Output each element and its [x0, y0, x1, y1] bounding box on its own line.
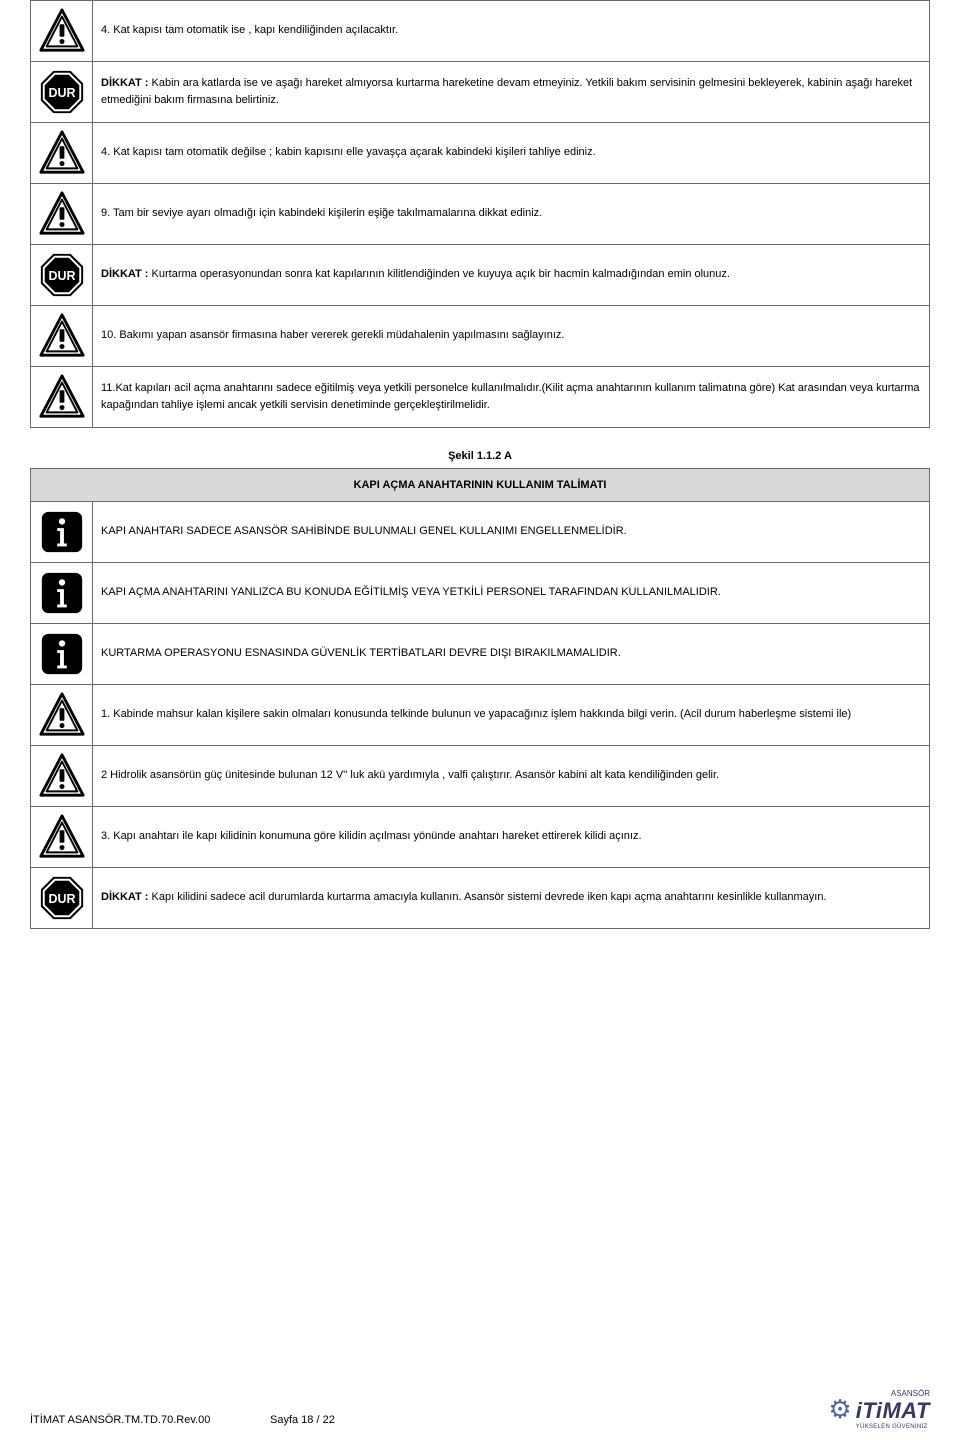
row-icon-cell — [31, 563, 93, 624]
row-icon-cell — [31, 62, 93, 123]
bold-prefix: DİKKAT : — [101, 268, 148, 280]
info-icon — [38, 508, 86, 556]
table-row: KURTARMA OPERASYONU ESNASINDA GÜVENLİK T… — [31, 624, 930, 685]
table-row: DİKKAT : Kapı kilidini sadece acil durum… — [31, 868, 930, 929]
company-logo: ⚙ ASANSÖR iTiMAT YÜKSELEN GÜVENİNİZ — [828, 1389, 930, 1430]
row-icon-cell — [31, 807, 93, 868]
row-text-cell: 10. Bakımı yapan asansör firmasına haber… — [93, 306, 930, 367]
table-row: KAPI ANAHTARI SADECE ASANSÖR SAHİBİNDE B… — [31, 502, 930, 563]
logo-main-text: iTiMAT — [856, 1398, 930, 1424]
row-text-cell: DİKKAT : Kapı kilidini sadece acil durum… — [93, 868, 930, 929]
warning-icon — [38, 190, 86, 238]
table-row: 1. Kabinde mahsur kalan kişilere sakin o… — [31, 685, 930, 746]
table-row: KAPI AÇMA ANAHTARINI YANLIZCA BU KONUDA … — [31, 563, 930, 624]
row-text-cell: 1. Kabinde mahsur kalan kişilere sakin o… — [93, 685, 930, 746]
table-row: 2 Hidrolik asansörün güç ünitesinde bulu… — [31, 746, 930, 807]
row-icon-cell — [31, 306, 93, 367]
stop-icon — [38, 874, 86, 922]
stop-icon — [38, 251, 86, 299]
stop-icon — [38, 68, 86, 116]
warning-icon — [38, 813, 86, 861]
section2-header: KAPI AÇMA ANAHTARININ KULLANIM TALİMATI — [31, 469, 930, 502]
row-text-cell: 9. Tam bir seviye ayarı olmadığı için ka… — [93, 184, 930, 245]
bold-prefix: DİKKAT : — [101, 77, 148, 89]
table-row: DİKKAT : Kabin ara katlarda ise ve aşağı… — [31, 62, 930, 123]
page-footer: İTİMAT ASANSÖR.TM.TD.70.Rev.00 Sayfa 18 … — [30, 1389, 930, 1430]
info-icon — [38, 569, 86, 617]
table-row: DİKKAT : Kurtarma operasyonundan sonra k… — [31, 245, 930, 306]
row-icon-cell — [31, 367, 93, 428]
table-row: 10. Bakımı yapan asansör firmasına haber… — [31, 306, 930, 367]
row-text-cell: 2 Hidrolik asansörün güç ünitesinde bulu… — [93, 746, 930, 807]
row-icon-cell — [31, 1, 93, 62]
warning-icon — [38, 312, 86, 360]
warning-icon — [38, 129, 86, 177]
row-text-cell: 4. Kat kapısı tam otomatik değilse ; kab… — [93, 123, 930, 184]
row-icon-cell — [31, 868, 93, 929]
row-text-cell: 11.Kat kapıları acil açma anahtarını sad… — [93, 367, 930, 428]
info-icon — [38, 630, 86, 678]
row-icon-cell — [31, 184, 93, 245]
table-row: 4. Kat kapısı tam otomatik ise , kapı ke… — [31, 1, 930, 62]
row-icon-cell — [31, 123, 93, 184]
table-row: 4. Kat kapısı tam otomatik değilse ; kab… — [31, 123, 930, 184]
row-icon-cell — [31, 502, 93, 563]
page: 4. Kat kapısı tam otomatik ise , kapı ke… — [0, 0, 960, 1440]
row-text-cell: DİKKAT : Kabin ara katlarda ise ve aşağı… — [93, 62, 930, 123]
figure-label: Şekil 1.1.2 A — [30, 450, 930, 462]
section2-table: KAPI AÇMA ANAHTARININ KULLANIM TALİMATI … — [30, 468, 930, 929]
row-text-cell: DİKKAT : Kurtarma operasyonundan sonra k… — [93, 245, 930, 306]
row-icon-cell — [31, 245, 93, 306]
logo-sub-text: YÜKSELEN GÜVENİNİZ — [856, 1424, 928, 1430]
doc-reference: İTİMAT ASANSÖR.TM.TD.70.Rev.00 — [30, 1414, 210, 1430]
warning-icon — [38, 691, 86, 739]
logo-gear-icon: ⚙ — [828, 1394, 851, 1425]
row-text-cell: KAPI ANAHTARI SADECE ASANSÖR SAHİBİNDE B… — [93, 502, 930, 563]
warning-icon — [38, 7, 86, 55]
table-row: 11.Kat kapıları acil açma anahtarını sad… — [31, 367, 930, 428]
table-row: 3. Kapı anahtarı ile kapı kilidinin konu… — [31, 807, 930, 868]
section1-table: 4. Kat kapısı tam otomatik ise , kapı ke… — [30, 0, 930, 428]
section2-header-row: KAPI AÇMA ANAHTARININ KULLANIM TALİMATI — [31, 469, 930, 502]
logo-top-text: ASANSÖR — [891, 1389, 930, 1398]
row-text-cell: KURTARMA OPERASYONU ESNASINDA GÜVENLİK T… — [93, 624, 930, 685]
warning-icon — [38, 752, 86, 800]
row-text-cell: 4. Kat kapısı tam otomatik ise , kapı ke… — [93, 1, 930, 62]
row-icon-cell — [31, 746, 93, 807]
row-text-cell: KAPI AÇMA ANAHTARINI YANLIZCA BU KONUDA … — [93, 563, 930, 624]
warning-icon — [38, 373, 86, 421]
row-text-cell: 3. Kapı anahtarı ile kapı kilidinin konu… — [93, 807, 930, 868]
page-reference: Sayfa 18 / 22 — [270, 1414, 335, 1430]
row-icon-cell — [31, 624, 93, 685]
bold-prefix: DİKKAT : — [101, 891, 148, 903]
row-icon-cell — [31, 685, 93, 746]
table-row: 9. Tam bir seviye ayarı olmadığı için ka… — [31, 184, 930, 245]
